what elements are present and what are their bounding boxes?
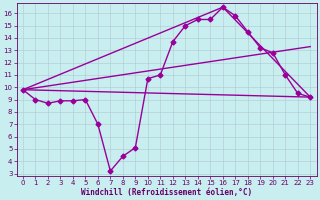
X-axis label: Windchill (Refroidissement éolien,°C): Windchill (Refroidissement éolien,°C) [81, 188, 252, 197]
